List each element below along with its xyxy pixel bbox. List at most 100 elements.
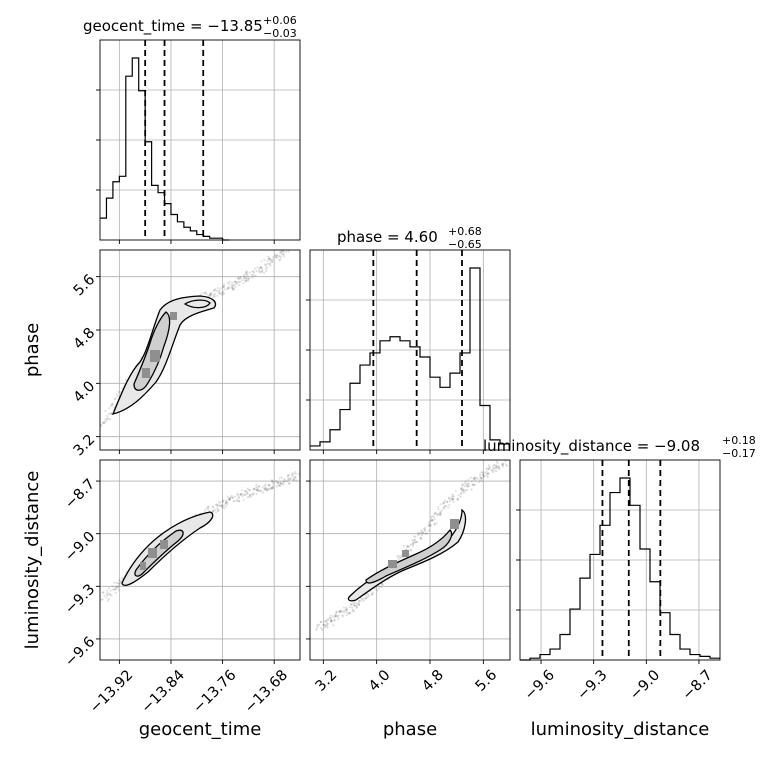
y-tick-label-phase-3: 5.6 xyxy=(71,272,99,300)
sample-point xyxy=(218,292,221,295)
sample-point xyxy=(353,604,356,608)
sample-point xyxy=(282,483,285,486)
sample-point xyxy=(117,582,120,585)
sample-point xyxy=(505,463,508,466)
sample-point xyxy=(256,488,259,491)
sample-point xyxy=(106,591,109,594)
sample-point xyxy=(264,486,267,489)
sample-point xyxy=(217,500,220,503)
sample-point xyxy=(236,499,239,502)
x-axis-label-phase: phase xyxy=(383,719,437,740)
sample-point xyxy=(337,615,340,619)
sample-point xyxy=(316,623,319,627)
sample-point xyxy=(289,478,292,481)
sample-point xyxy=(239,275,242,278)
sample-point xyxy=(241,493,244,496)
sample-point xyxy=(217,290,220,293)
sample-point xyxy=(111,402,114,405)
sample-point xyxy=(105,419,108,423)
sample-point xyxy=(326,622,329,625)
sample-point xyxy=(297,472,301,476)
sample-point xyxy=(222,507,225,510)
sample-point xyxy=(493,467,496,470)
sample-point xyxy=(273,480,276,483)
sample-point xyxy=(212,295,215,298)
sample-point xyxy=(505,464,509,467)
sample-point xyxy=(329,620,332,623)
sample-point xyxy=(238,500,241,503)
sample-point xyxy=(263,258,266,261)
sample-point xyxy=(247,277,250,280)
sample-point xyxy=(413,541,416,544)
scatter-luminosity-distance-vs-geocent-time xyxy=(96,459,301,664)
sample-point xyxy=(424,526,427,529)
sample-point xyxy=(470,480,473,483)
sample-point xyxy=(339,610,342,613)
sample-point xyxy=(101,598,104,601)
sample-point xyxy=(231,281,234,284)
svg-text:geocent_time = −13.85: geocent_time = −13.85 xyxy=(83,17,263,36)
sample-point xyxy=(326,625,329,628)
sample-point xyxy=(467,478,470,481)
title-geocent-time: geocent_time = −13.85 +0.06 −0.03 xyxy=(83,14,297,40)
sample-point xyxy=(245,490,248,493)
sample-point xyxy=(250,273,253,276)
sample-point xyxy=(339,611,342,614)
sample-point xyxy=(215,511,218,514)
sample-point xyxy=(348,612,351,615)
sample-point xyxy=(334,614,337,618)
sample-point xyxy=(228,283,231,286)
sample-point xyxy=(228,498,231,501)
sample-point xyxy=(429,520,432,523)
sample-point xyxy=(216,287,219,290)
sample-point xyxy=(261,486,264,489)
sample-point xyxy=(235,282,238,286)
sample-point xyxy=(430,516,433,519)
sample-point xyxy=(403,545,406,548)
sample-point xyxy=(344,609,347,612)
sample-point xyxy=(288,478,291,481)
sample-point xyxy=(269,486,273,489)
sample-point xyxy=(463,482,467,485)
sample-point xyxy=(367,593,370,596)
sample-point xyxy=(275,481,279,484)
sample-point xyxy=(498,467,501,471)
sample-point xyxy=(473,476,476,479)
sample-point xyxy=(255,483,258,486)
sample-point xyxy=(255,269,258,273)
sample-point xyxy=(279,255,282,259)
sample-point xyxy=(111,404,114,407)
sample-point xyxy=(279,251,282,254)
sample-point xyxy=(243,493,246,496)
sample-point xyxy=(239,277,242,280)
sample-point xyxy=(492,467,495,470)
sample-point xyxy=(104,418,107,421)
sample-point xyxy=(493,463,496,466)
sample-point xyxy=(462,490,465,493)
sample-point xyxy=(355,604,358,607)
sample-point xyxy=(270,258,273,261)
sample-point xyxy=(414,541,418,544)
title-geocent-time-lower: −0.03 xyxy=(263,27,297,40)
sample-point xyxy=(279,484,282,487)
sample-point xyxy=(487,464,490,467)
sample-point xyxy=(422,531,425,535)
sample-point xyxy=(117,584,120,588)
sample-point xyxy=(460,487,463,490)
sample-point xyxy=(465,485,468,488)
sample-point xyxy=(102,421,105,424)
sample-point xyxy=(237,500,240,503)
sample-point xyxy=(120,576,123,580)
sample-point xyxy=(345,608,349,612)
sample-point xyxy=(292,472,295,475)
sample-point xyxy=(267,484,270,487)
sample-point xyxy=(270,487,273,490)
sample-point xyxy=(284,479,287,482)
panel-frame xyxy=(309,459,511,661)
sample-point xyxy=(113,581,116,584)
sample-point xyxy=(251,270,254,273)
sample-point xyxy=(381,583,384,586)
sample-point xyxy=(440,509,443,512)
sample-point xyxy=(236,281,239,284)
sample-point xyxy=(217,504,220,507)
